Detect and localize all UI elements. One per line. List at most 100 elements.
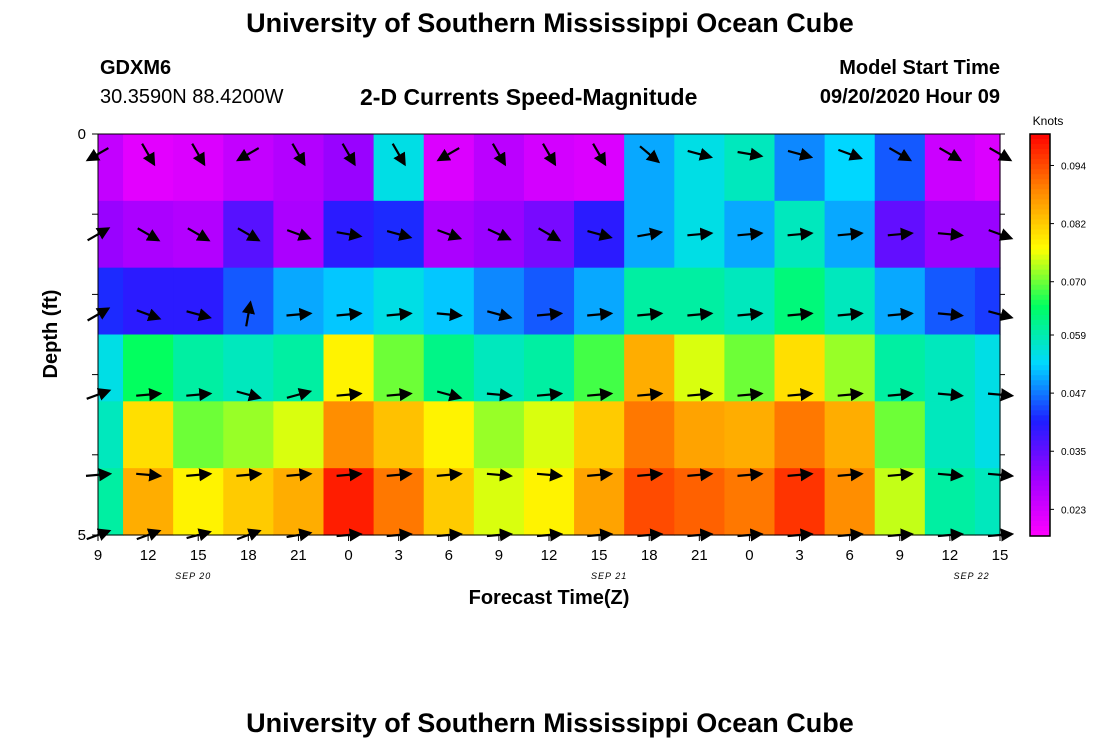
heatmap-cell [423,468,475,536]
x-tick-label: 21 [290,547,307,564]
current-arrow [536,307,564,321]
heatmap-cell [123,134,174,202]
heatmap-cell [123,334,174,402]
heatmap-cell [974,401,1001,469]
current-arrow [687,147,714,161]
heatmap-cell [974,267,1001,336]
current-arrow [687,307,714,321]
current-arrow [542,143,557,167]
colorbar-segment [1030,360,1050,366]
colorbar-segment [1030,530,1050,537]
colorbar-segment [1030,455,1050,462]
colorbar-segment [1030,199,1050,205]
x-tick-label: 6 [845,547,853,564]
current-arrow [887,227,914,241]
colorbar-segment [1030,149,1050,155]
colorbar-segment [1030,209,1050,216]
heatmap-cell [98,401,124,469]
colorbar-segment [1030,229,1050,236]
heatmap-cell [574,267,625,336]
current-arrow [538,227,562,242]
heatmap-cell [624,401,675,469]
colorbar-segment [1030,495,1050,502]
x-tick-label: 9 [495,547,503,564]
colorbar-segment [1030,520,1050,527]
colorbar-segment [1030,299,1050,306]
current-arrow [286,388,313,401]
y-tick-label: 0 [78,126,86,143]
current-arrow [937,227,964,241]
colorbar-segment [1030,440,1050,447]
heatmap-cell [223,401,274,469]
heatmap-cell [774,134,826,202]
current-arrow [136,308,162,322]
heatmap-cell [173,134,224,202]
current-arrow [937,468,964,482]
heatmap-cell [473,468,525,536]
heatmap-cell [974,134,1001,202]
heatmap-cell [223,334,274,402]
colorbar-segment [1030,189,1050,195]
current-arrow [237,227,261,242]
colorbar-segment [1030,179,1050,185]
heatmap-cell [273,267,325,336]
colorbar-segment [1030,490,1050,497]
y-axis-label: Depth (ft) [40,290,62,379]
heatmap-cell [874,134,926,202]
current-arrow [888,147,913,162]
colorbar-segment [1030,234,1050,241]
heatmap-cell [523,401,575,469]
x-axis-label: Forecast Time(Z) [469,587,630,609]
current-arrow [536,387,564,402]
heatmap-cell [974,200,1001,269]
heatmap-cell [273,401,325,469]
heatmap-cell [674,468,725,536]
colorbar-segment [1030,350,1050,356]
colorbar-segment [1030,314,1050,321]
current-arrow [787,468,814,482]
current-arrow [687,387,714,402]
current-arrow [386,387,413,402]
x-date-label: SEP 20 [175,571,211,581]
current-arrow [386,228,413,241]
colorbar-segment [1030,500,1050,507]
colorbar-segment [1030,460,1050,467]
current-arrow [191,143,206,167]
current-arrow [737,307,764,321]
current-arrow [341,143,356,167]
colorbar-segment [1030,505,1050,512]
colorbar-segment [1030,159,1050,165]
heatmap-cell [574,468,625,536]
current-arrow [938,147,963,162]
heatmap-cell [724,134,776,202]
current-arrow [386,307,413,321]
heatmap-cell [874,401,926,469]
page-title-bottom: University of Southern Mississippi Ocean… [246,708,854,738]
colorbar-segment [1030,470,1050,477]
heatmap-cell [624,334,675,402]
heatmap-cell [473,401,525,469]
heatmap-cell [373,468,425,536]
x-date-label: SEP 22 [954,571,990,581]
heatmap-cell [173,334,224,402]
current-arrow [737,227,764,241]
heatmap-cell [323,401,375,469]
x-tick-label: 15 [992,547,1009,564]
colorbar-segment [1030,370,1050,376]
heatmap-cell [824,334,876,402]
current-arrow [136,468,163,482]
colorbar-segment [1030,425,1050,432]
current-arrow [436,147,460,162]
colorbar-segment [1030,510,1050,517]
colorbar-segment [1030,515,1050,522]
heatmap-cell [473,134,525,202]
current-arrow [838,148,863,161]
heatmap-cell [624,134,675,202]
heatmap-cell [173,267,224,336]
colorbar-segment [1030,264,1050,271]
heatmap-cell [774,267,826,336]
current-arrow [141,143,156,167]
colorbar-segment [1030,309,1050,316]
heatmap-cell [173,468,224,536]
colorbar-segment [1030,430,1050,437]
